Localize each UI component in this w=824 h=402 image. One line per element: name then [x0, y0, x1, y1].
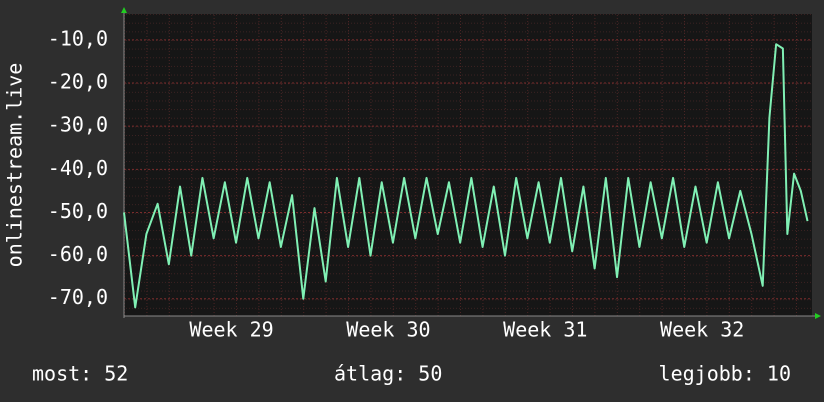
minor-grid [124, 14, 812, 316]
y-tick-label: -50,0 [48, 199, 108, 223]
x-tick-label: Week 32 [660, 318, 744, 342]
axis-arrow [815, 313, 821, 319]
stat-average: átlag: 50 [334, 362, 442, 386]
y-tick-label: -70,0 [48, 285, 108, 309]
x-tick-label: Week 29 [189, 318, 273, 342]
x-tick-label: Week 31 [503, 318, 587, 342]
y-tick-label: -60,0 [48, 242, 108, 266]
y-tick-label: -30,0 [48, 113, 108, 137]
y-tick-label: -10,0 [48, 26, 108, 50]
x-tick-label: Week 30 [346, 318, 430, 342]
axes [121, 7, 821, 319]
y-axis-label: onlinestream.live [3, 63, 27, 268]
y-tick-label: -40,0 [48, 156, 108, 180]
stat-current: most: 52 [32, 362, 128, 386]
data-line [123, 43, 809, 309]
stat-best: legjobb: 10 [659, 362, 791, 386]
y-tick-label: -20,0 [48, 70, 108, 94]
axis-arrow [121, 7, 127, 13]
